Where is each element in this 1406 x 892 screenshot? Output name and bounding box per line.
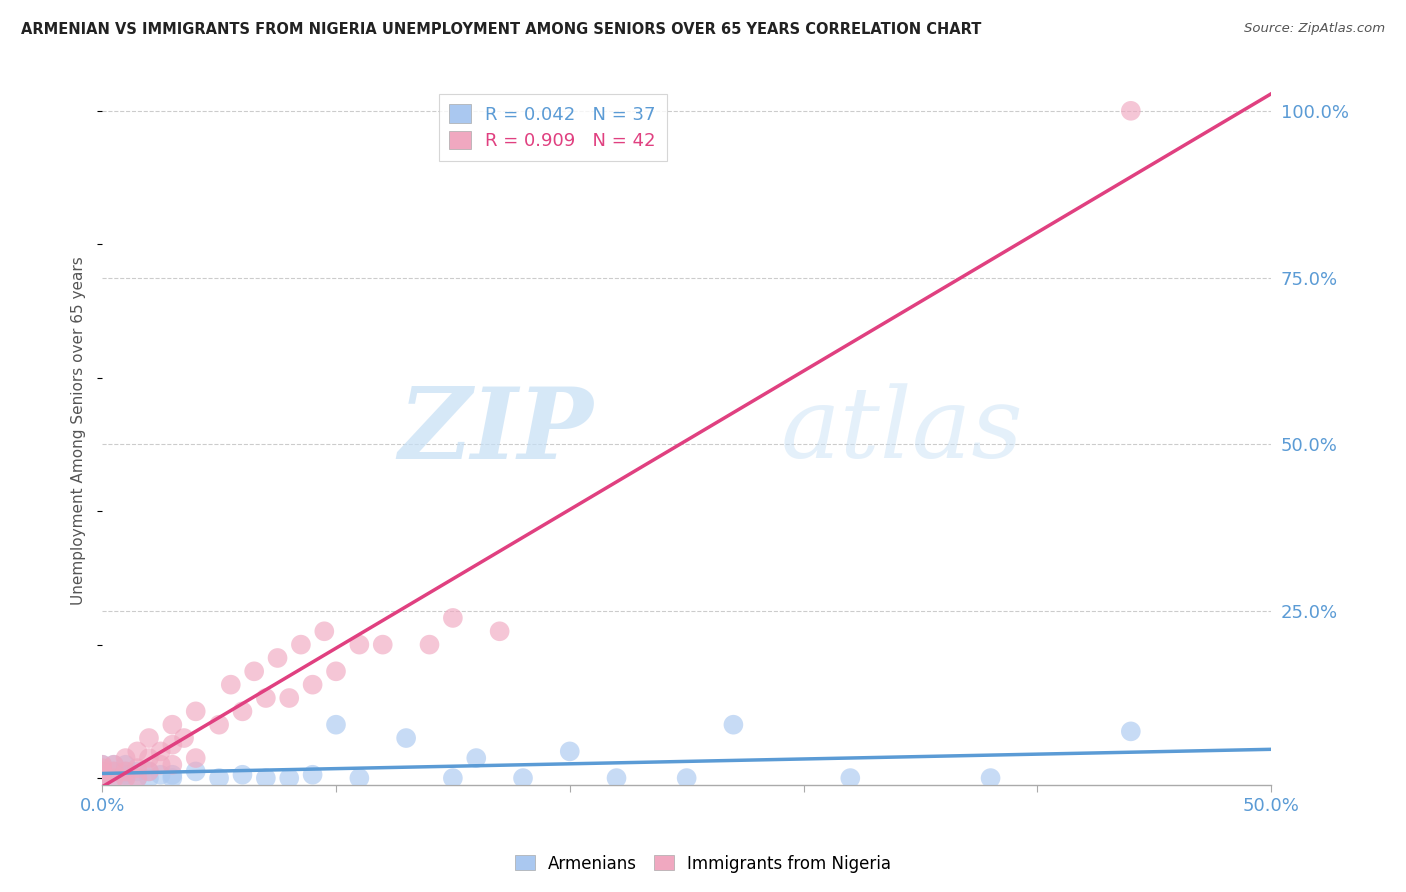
Point — [465, 751, 488, 765]
Point — [127, 771, 149, 785]
Point — [184, 704, 207, 718]
Point — [723, 717, 745, 731]
Legend: Armenians, Immigrants from Nigeria: Armenians, Immigrants from Nigeria — [508, 848, 898, 880]
Point — [127, 744, 149, 758]
Point — [558, 744, 581, 758]
Point — [512, 771, 534, 785]
Point — [208, 717, 231, 731]
Point — [138, 731, 160, 745]
Point — [127, 761, 149, 775]
Point — [138, 764, 160, 779]
Y-axis label: Unemployment Among Seniors over 65 years: Unemployment Among Seniors over 65 years — [72, 257, 86, 606]
Point — [91, 768, 114, 782]
Point — [349, 638, 371, 652]
Point — [839, 771, 862, 785]
Point — [138, 771, 160, 785]
Point — [162, 768, 184, 782]
Point — [91, 768, 114, 782]
Point — [441, 771, 464, 785]
Point — [441, 611, 464, 625]
Point — [980, 771, 1002, 785]
Point — [231, 768, 253, 782]
Point — [114, 751, 136, 765]
Point — [103, 757, 125, 772]
Point — [114, 757, 136, 772]
Point — [173, 731, 195, 745]
Point — [91, 764, 114, 779]
Point — [349, 771, 371, 785]
Point — [138, 764, 160, 779]
Point — [162, 771, 184, 785]
Point — [266, 651, 288, 665]
Point — [138, 751, 160, 765]
Point — [254, 771, 277, 785]
Point — [91, 764, 114, 779]
Text: ARMENIAN VS IMMIGRANTS FROM NIGERIA UNEMPLOYMENT AMONG SENIORS OVER 65 YEARS COR: ARMENIAN VS IMMIGRANTS FROM NIGERIA UNEM… — [21, 22, 981, 37]
Point — [208, 771, 231, 785]
Point — [114, 771, 136, 785]
Point — [219, 678, 242, 692]
Point — [114, 768, 136, 782]
Point — [103, 771, 125, 785]
Point — [488, 624, 510, 639]
Point — [301, 768, 323, 782]
Point — [114, 764, 136, 779]
Point — [243, 665, 266, 679]
Point — [91, 761, 114, 775]
Point — [103, 771, 125, 785]
Point — [103, 764, 125, 779]
Point — [395, 731, 418, 745]
Point — [162, 738, 184, 752]
Point — [127, 764, 149, 779]
Point — [91, 757, 114, 772]
Point — [278, 691, 301, 706]
Point — [103, 764, 125, 779]
Point — [278, 771, 301, 785]
Point — [314, 624, 336, 639]
Point — [325, 665, 347, 679]
Point — [254, 691, 277, 706]
Point — [301, 678, 323, 692]
Point — [1119, 103, 1142, 118]
Point — [91, 757, 114, 772]
Point — [162, 757, 184, 772]
Point — [231, 704, 253, 718]
Text: atlas: atlas — [780, 384, 1024, 479]
Point — [149, 768, 172, 782]
Point — [91, 771, 114, 785]
Point — [114, 764, 136, 779]
Point — [290, 638, 312, 652]
Text: ZIP: ZIP — [398, 383, 593, 479]
Point — [127, 771, 149, 785]
Point — [675, 771, 697, 785]
Point — [325, 717, 347, 731]
Point — [371, 638, 394, 652]
Point — [162, 717, 184, 731]
Point — [1119, 724, 1142, 739]
Text: Source: ZipAtlas.com: Source: ZipAtlas.com — [1244, 22, 1385, 36]
Point — [184, 764, 207, 779]
Point — [103, 757, 125, 772]
Legend: R = 0.042   N = 37, R = 0.909   N = 42: R = 0.042 N = 37, R = 0.909 N = 42 — [439, 94, 666, 161]
Point — [184, 751, 207, 765]
Point — [91, 771, 114, 785]
Point — [114, 771, 136, 785]
Point — [418, 638, 440, 652]
Point — [149, 744, 172, 758]
Point — [605, 771, 627, 785]
Point — [149, 757, 172, 772]
